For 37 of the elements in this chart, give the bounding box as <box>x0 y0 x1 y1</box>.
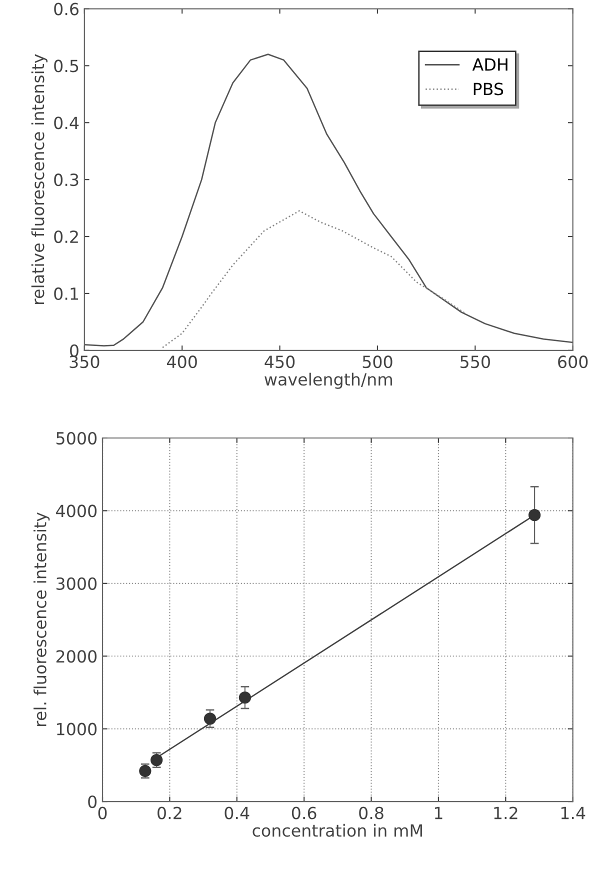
x-tick-label: 0.6 <box>292 806 316 820</box>
x-tick-label: 0.2 <box>158 806 182 820</box>
x-tick-label: 0.8 <box>359 806 384 820</box>
x-tick-label: 0 <box>98 806 107 820</box>
x-tick-label: 400 <box>167 356 197 368</box>
legend-label: ADH <box>472 58 508 71</box>
y-axis-title: rel. fluorescence intensity <box>34 512 50 726</box>
y-tick-label: 3000 <box>56 577 97 590</box>
x-tick-label: 1.4 <box>561 806 586 820</box>
y-tick-label: 5000 <box>56 432 97 445</box>
y-tick-label: 1000 <box>57 722 97 736</box>
y-tick-label: 0.3 <box>54 174 78 186</box>
y-tick-label: 0 <box>88 796 97 808</box>
x-tick-label: 450 <box>264 356 295 368</box>
y-tick-label: 0.4 <box>54 116 79 130</box>
y-tick-label: 0.6 <box>54 2 79 16</box>
x-tick-label: 1.2 <box>494 806 518 820</box>
point <box>238 691 252 704</box>
x-tick-label: 0.4 <box>224 806 250 820</box>
y-tick-label: 0.2 <box>54 230 78 244</box>
legend-label: PBS <box>474 82 504 96</box>
line-series <box>162 210 466 348</box>
x-axis-title: concentration in mM <box>252 824 422 837</box>
x-tick-label: 500 <box>362 356 392 368</box>
x-axis-title: wavelength/nm <box>264 372 392 389</box>
y-tick-label: 2000 <box>56 650 97 663</box>
x-tick-label: 350 <box>70 356 100 368</box>
point <box>204 712 216 725</box>
x-tick-label: 550 <box>460 356 490 368</box>
y-axis-title: relative fluorescence intensity <box>31 54 48 304</box>
y-tick-label: 0.5 <box>54 60 78 72</box>
y-tick-label: 0.1 <box>54 287 78 300</box>
y-tick-label: 4000 <box>56 504 97 518</box>
line-series <box>84 54 573 347</box>
point <box>528 508 541 522</box>
x-tick-label: 1 <box>434 806 442 820</box>
x-tick-label: 600 <box>558 356 588 368</box>
